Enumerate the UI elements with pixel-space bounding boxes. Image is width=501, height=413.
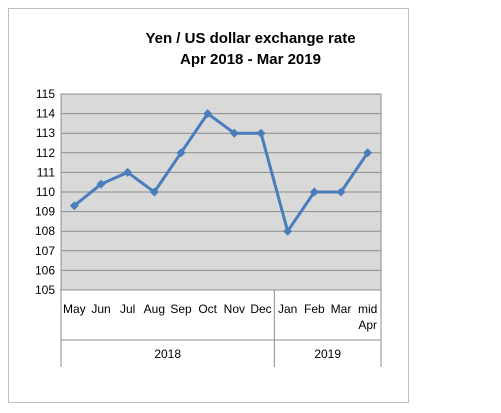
y-tick-label: 107: [35, 244, 55, 258]
data-point-marker: [69, 201, 79, 211]
x-tick-label: mid: [358, 302, 377, 316]
y-axis-ticks: 105 106 107 108 109 110 111 112 113 114 115: [35, 87, 55, 297]
x-tick-label: Nov: [224, 302, 245, 316]
data-point-marker: [229, 128, 239, 138]
chart-subtitle: Apr 2018 - Mar 2019: [180, 51, 321, 68]
x-tick-label: Jul: [120, 302, 135, 316]
x-tick-label: Jan: [278, 302, 297, 316]
x-tick-label: Dec: [250, 302, 271, 316]
y-tick-label: 112: [36, 146, 55, 160]
x-tick-label: Sep: [170, 302, 192, 316]
series-line: [69, 109, 373, 236]
data-point-marker: [203, 109, 213, 119]
y-tick-label: 106: [35, 263, 55, 277]
data-point-marker: [123, 167, 133, 177]
x-tick-label: Apr: [358, 318, 377, 332]
gridlines: [61, 93, 381, 271]
data-point-marker: [149, 187, 159, 197]
x-tick-label: Aug: [144, 302, 165, 316]
x-group-label: 2019: [314, 347, 341, 361]
x-tick-label: May: [63, 302, 86, 316]
x-tick-label: Mar: [331, 302, 352, 316]
x-tick-label: Jun: [91, 302, 110, 316]
data-point-marker: [176, 148, 186, 158]
y-tick-label: 111: [37, 165, 56, 179]
y-tick-label: 115: [36, 87, 55, 101]
x-group-label: 2018: [154, 347, 181, 361]
data-point-marker: [256, 128, 266, 138]
data-point-marker: [283, 226, 293, 236]
y-tick-label: 109: [35, 205, 55, 219]
y-tick-label: 105: [35, 283, 55, 297]
y-tick-label: 114: [36, 107, 55, 121]
chart-title: Yen / US dollar exchange rate: [145, 30, 356, 47]
y-tick-label: 113: [36, 126, 55, 140]
y-tick-label: 110: [36, 185, 55, 199]
data-point-marker: [96, 179, 106, 189]
data-point-marker: [363, 148, 373, 158]
x-tick-label: Feb: [304, 302, 325, 316]
data-point-marker: [309, 187, 319, 197]
x-axis: May Jun Jul Aug Sep Oct Nov Dec Jan Feb Mar mid Apr 2…: [60, 290, 382, 367]
x-tick-label: Oct: [198, 302, 217, 316]
y-tick-label: 108: [35, 224, 55, 238]
data-point-marker: [336, 187, 346, 197]
